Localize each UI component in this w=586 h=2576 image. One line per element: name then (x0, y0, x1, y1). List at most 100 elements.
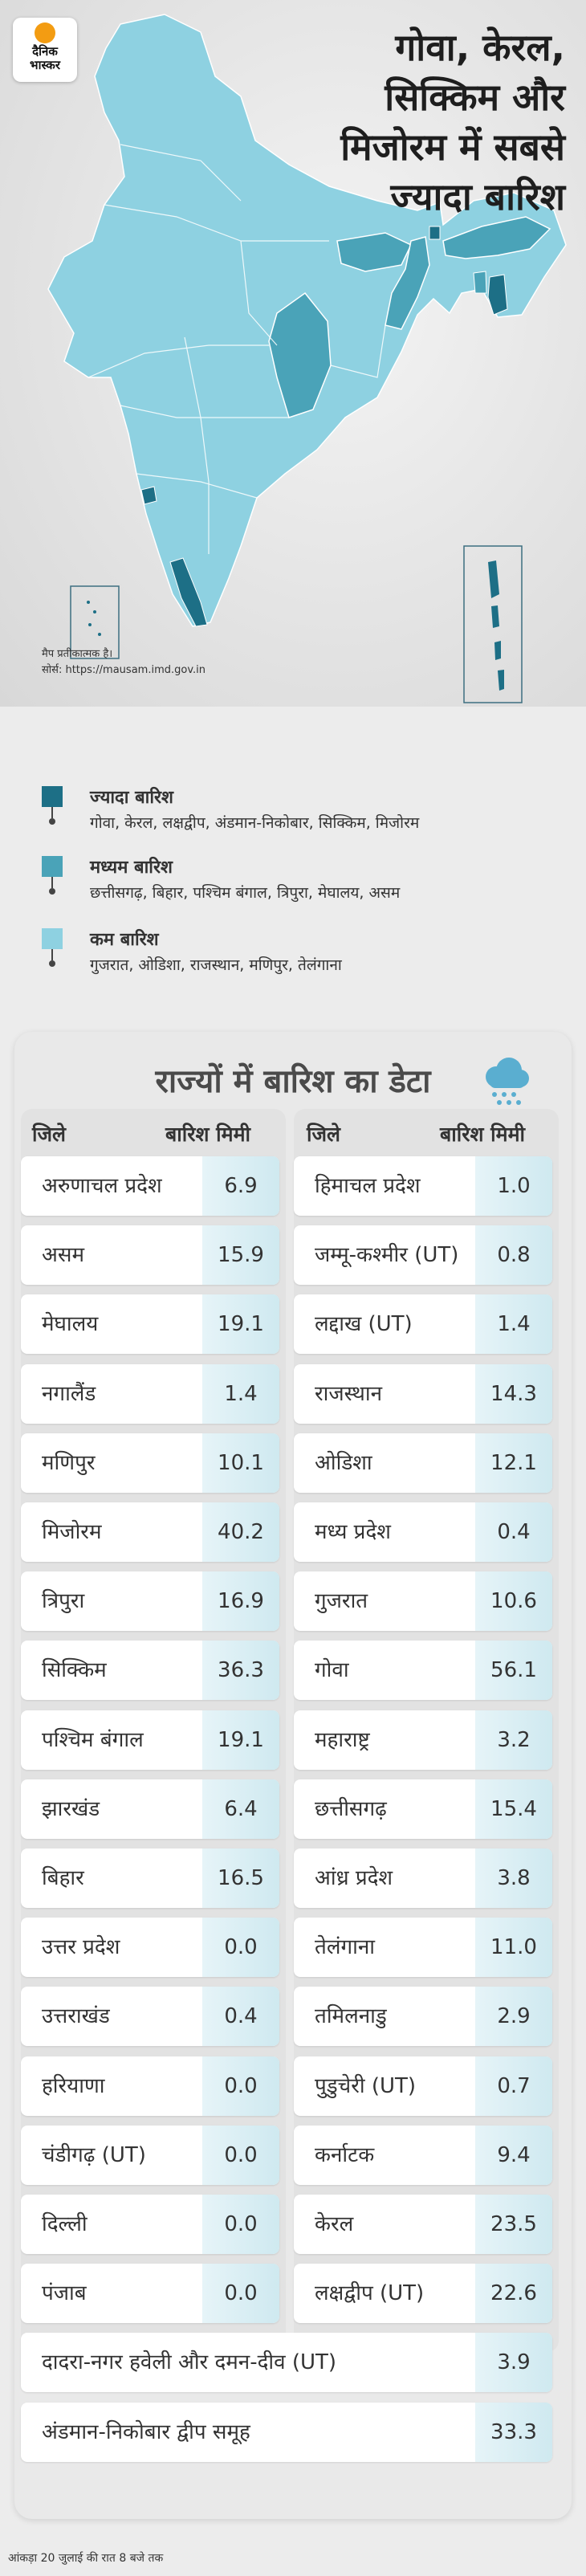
headline-line-3: मिजोरम में सबसे (340, 125, 565, 169)
state-name: अंडमान-निकोबार द्वीप समूह (42, 2419, 250, 2444)
table-row: तेलंगाना 11.0 (294, 1918, 552, 1978)
rain-value: 0.0 (224, 2073, 258, 2098)
state-name: आंध्र प्रदेश (315, 1866, 393, 1890)
legend-heavy: ज्यादा बारिश गोवा, केरल, लक्षद्वीप, अंडम… (42, 783, 555, 839)
state-name: ओडिशा (315, 1450, 372, 1475)
rain-value: 0.8 (497, 1243, 531, 1268)
brand-line-1: दैनिक (32, 44, 58, 59)
legend-dot (49, 960, 55, 967)
rain-value: 9.4 (497, 2142, 531, 2167)
table-row: लक्षद्वीप (UT) 22.6 (294, 2264, 552, 2324)
value-cell (475, 1363, 552, 1424)
rain-value: 3.2 (497, 1727, 531, 1752)
region-kerala (169, 557, 208, 627)
table-row: बिहार 16.5 (21, 1848, 279, 1908)
rain-value: 1.0 (497, 1174, 531, 1198)
region-west-bengal (385, 236, 430, 330)
headline-line-4: ज्यादा बारिश (390, 175, 565, 218)
state-name: उत्तराखंड (42, 2004, 110, 2029)
sun-icon (35, 22, 55, 43)
brand-line-2: भास्कर (30, 58, 60, 72)
table-row: दादरा-नगर हवेली और दमन-दीव (UT) 3.9 (21, 2333, 552, 2393)
table-row: पुडुचेरी (UT) 0.7 (294, 2056, 552, 2116)
rain-value: 22.6 (490, 2281, 537, 2306)
legend-states: छत्तीसगढ़, बिहार, पश्चिम बंगाल, त्रिपुरा… (90, 884, 401, 902)
rain-value: 6.4 (224, 1796, 258, 1821)
left-header-name: जिले (32, 1123, 66, 1146)
state-name: पंजाब (42, 2281, 87, 2306)
right-header-value: बारिश मिमी (440, 1123, 526, 1146)
region-sikkim (429, 226, 441, 240)
state-name: दादरा-नगर हवेली और दमन-दीव (UT) (42, 2350, 337, 2375)
region-assam-meghalaya (442, 216, 551, 259)
value-cell (475, 2333, 552, 2393)
table-row: मध्य प्रदेश 0.4 (294, 1502, 552, 1562)
legend-states: गोवा, केरल, लक्षद्वीप, अंडमान-निकोबार, स… (90, 814, 420, 832)
value-cell (475, 1502, 552, 1562)
table-row: अंडमान-निकोबार द्वीप समूह 33.3 (21, 2402, 552, 2462)
state-name: केरल (315, 2212, 354, 2236)
value-cell (475, 1294, 552, 1355)
value-cell (475, 1779, 552, 1839)
legend-title: मध्यम बारिश (90, 858, 173, 878)
rain-value: 2.9 (497, 2004, 531, 2029)
value-cell (475, 1641, 552, 1701)
value-cell (202, 1987, 279, 2047)
table-row: नगालैंड 1.4 (21, 1363, 279, 1424)
value-cell (475, 1571, 552, 1632)
table-row: असम 15.9 (21, 1225, 279, 1286)
andaman-inset (463, 545, 523, 703)
value-cell (475, 2195, 552, 2254)
rain-value: 0.0 (224, 2212, 258, 2236)
rain-value: 1.4 (224, 1381, 258, 1406)
rain-value: 19.1 (218, 1727, 264, 1752)
table-row: दिल्ली 0.0 (21, 2195, 279, 2254)
table-row: उत्तर प्रदेश 0.0 (21, 1918, 279, 1978)
value-cell (202, 1433, 279, 1493)
state-borders (87, 144, 386, 554)
right-header-name: जिले (307, 1123, 340, 1146)
rain-value: 40.2 (218, 1520, 264, 1544)
table-row: लद्दाख (UT) 1.4 (294, 1294, 552, 1355)
india-map (47, 14, 567, 703)
state-name: नगालैंड (42, 1381, 96, 1406)
rain-value: 0.4 (497, 1520, 531, 1544)
rain-value: 14.3 (490, 1381, 537, 1406)
value-cell (475, 2402, 552, 2462)
table-row: हिमाचल प्रदेश 1.0 (294, 1156, 552, 1216)
lakshadweep-islands (87, 601, 101, 636)
table-row: कर्नाटक 9.4 (294, 2125, 552, 2185)
state-name: लद्दाख (UT) (315, 1312, 413, 1337)
footnote: आंकड़ा 20 जुलाई की रात 8 बजे तक (8, 2552, 164, 2565)
region-bihar (336, 232, 413, 272)
value-cell (202, 1779, 279, 1839)
brand-logo: दैनिक भास्कर (13, 18, 77, 82)
legend-dot (49, 818, 55, 825)
state-name: मेघालय (42, 1312, 99, 1337)
value-cell (202, 2056, 279, 2116)
legend-title: कम बारिश (90, 930, 159, 950)
state-name: लक्षद्वीप (UT) (315, 2281, 425, 2306)
value-cell (202, 2125, 279, 2185)
rain-value: 33.3 (490, 2419, 537, 2444)
andaman-islands (488, 560, 504, 691)
value-cell (202, 1710, 279, 1770)
value-cell (475, 1848, 552, 1908)
rain-value: 10.6 (490, 1589, 537, 1614)
rain-value: 0.4 (224, 2004, 258, 2029)
state-name: मिजोरम (42, 1520, 102, 1544)
legend-stem (51, 949, 53, 960)
value-cell (475, 2056, 552, 2116)
value-cell (202, 1294, 279, 1355)
rain-value: 15.9 (218, 1243, 264, 1268)
value-cell (475, 1918, 552, 1978)
map-note: मैप प्रतीकात्मक है। (42, 648, 113, 660)
legend-medium: मध्यम बारिश छत्तीसगढ़, बिहार, पश्चिम बंग… (42, 853, 555, 909)
rain-value: 56.1 (490, 1658, 537, 1683)
table-row: मेघालय 19.1 (21, 1294, 279, 1355)
headline-line-2: सिक्किम और (385, 75, 565, 119)
state-name: त्रिपुरा (42, 1589, 85, 1614)
value-cell (202, 2195, 279, 2254)
value-cell (202, 1918, 279, 1978)
table-row: छत्तीसगढ़ 15.4 (294, 1779, 552, 1839)
